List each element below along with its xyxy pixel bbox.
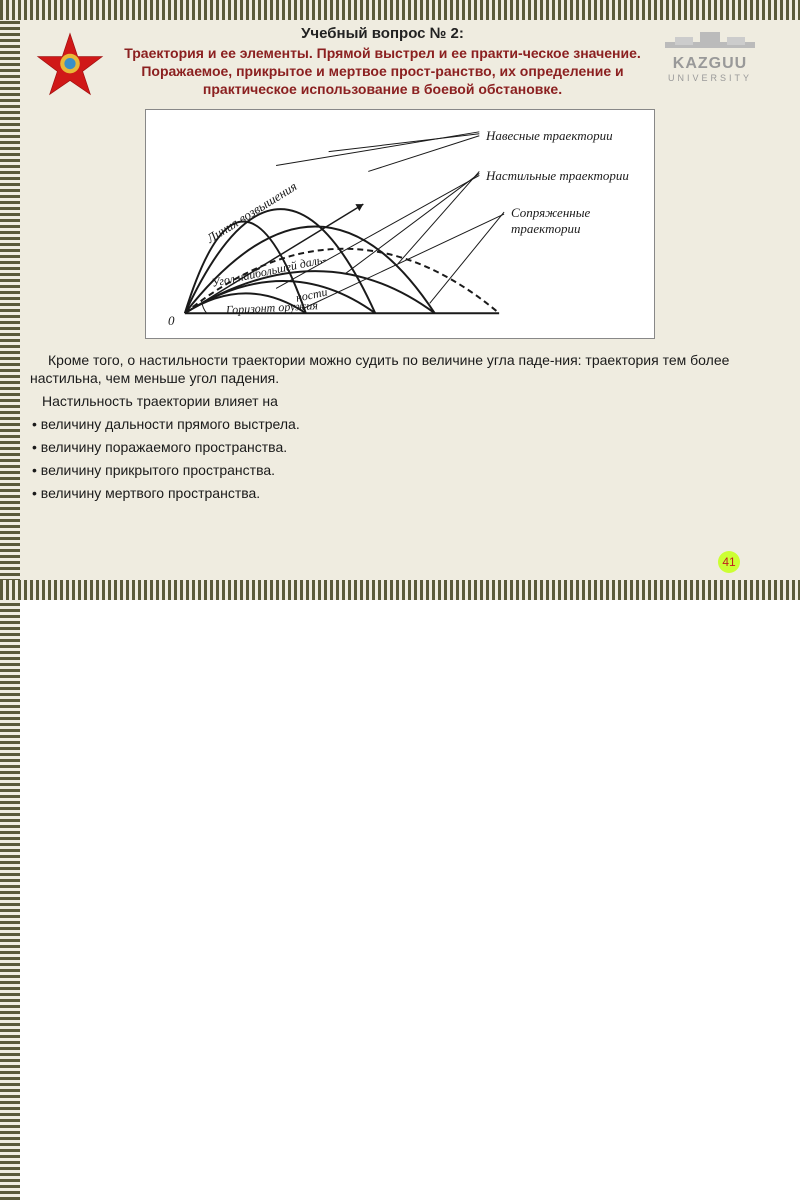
bullet-4: • величину мертвого пространства.	[30, 484, 770, 503]
border-bottom	[0, 580, 800, 600]
slide-subtitle: Траектория и ее элементы. Прямой выстрел…	[110, 44, 655, 99]
border-left	[0, 0, 20, 600]
building-icon	[655, 30, 765, 55]
label-navesnye: Навесные траектории	[486, 128, 613, 144]
university-logo: KAZGUU UNIVERSITY	[655, 30, 765, 83]
page-number-badge: 41	[718, 551, 740, 573]
uni-name-1: KAZGUU	[655, 55, 765, 73]
content-area: KAZGUU UNIVERSITY Учебный вопрос № 2: Тр…	[30, 25, 770, 575]
bullet-1: • величину дальности прямого выстрела.	[30, 415, 770, 434]
paragraph-1: Кроме того, о настильности траектории мо…	[30, 351, 770, 389]
bullet-2: • величину поражаемого пространства.	[30, 438, 770, 457]
border-top	[0, 0, 800, 20]
label-nastilnye: Настильные траектории	[486, 168, 629, 184]
paragraph-2: Настильность траектории влияет на	[30, 392, 770, 411]
uni-name-2: UNIVERSITY	[655, 73, 765, 83]
slide: KAZGUU UNIVERSITY Учебный вопрос № 2: Тр…	[0, 0, 800, 600]
header: Учебный вопрос № 2: Траектория и ее элем…	[110, 25, 655, 99]
bullet-3: • величину прикрытого пространства.	[30, 461, 770, 480]
label-sopryazh: Сопряженные траектории	[511, 205, 654, 237]
trajectory-diagram: Навесные траектории Настильные траектори…	[145, 109, 655, 339]
border-right	[0, 600, 20, 1200]
page-number: 41	[722, 557, 735, 567]
label-origin: 0	[168, 313, 175, 329]
slide-title: Учебный вопрос № 2:	[110, 25, 655, 42]
body-text: Кроме того, о настильности траектории мо…	[30, 351, 770, 503]
star-logo-icon	[35, 30, 105, 100]
